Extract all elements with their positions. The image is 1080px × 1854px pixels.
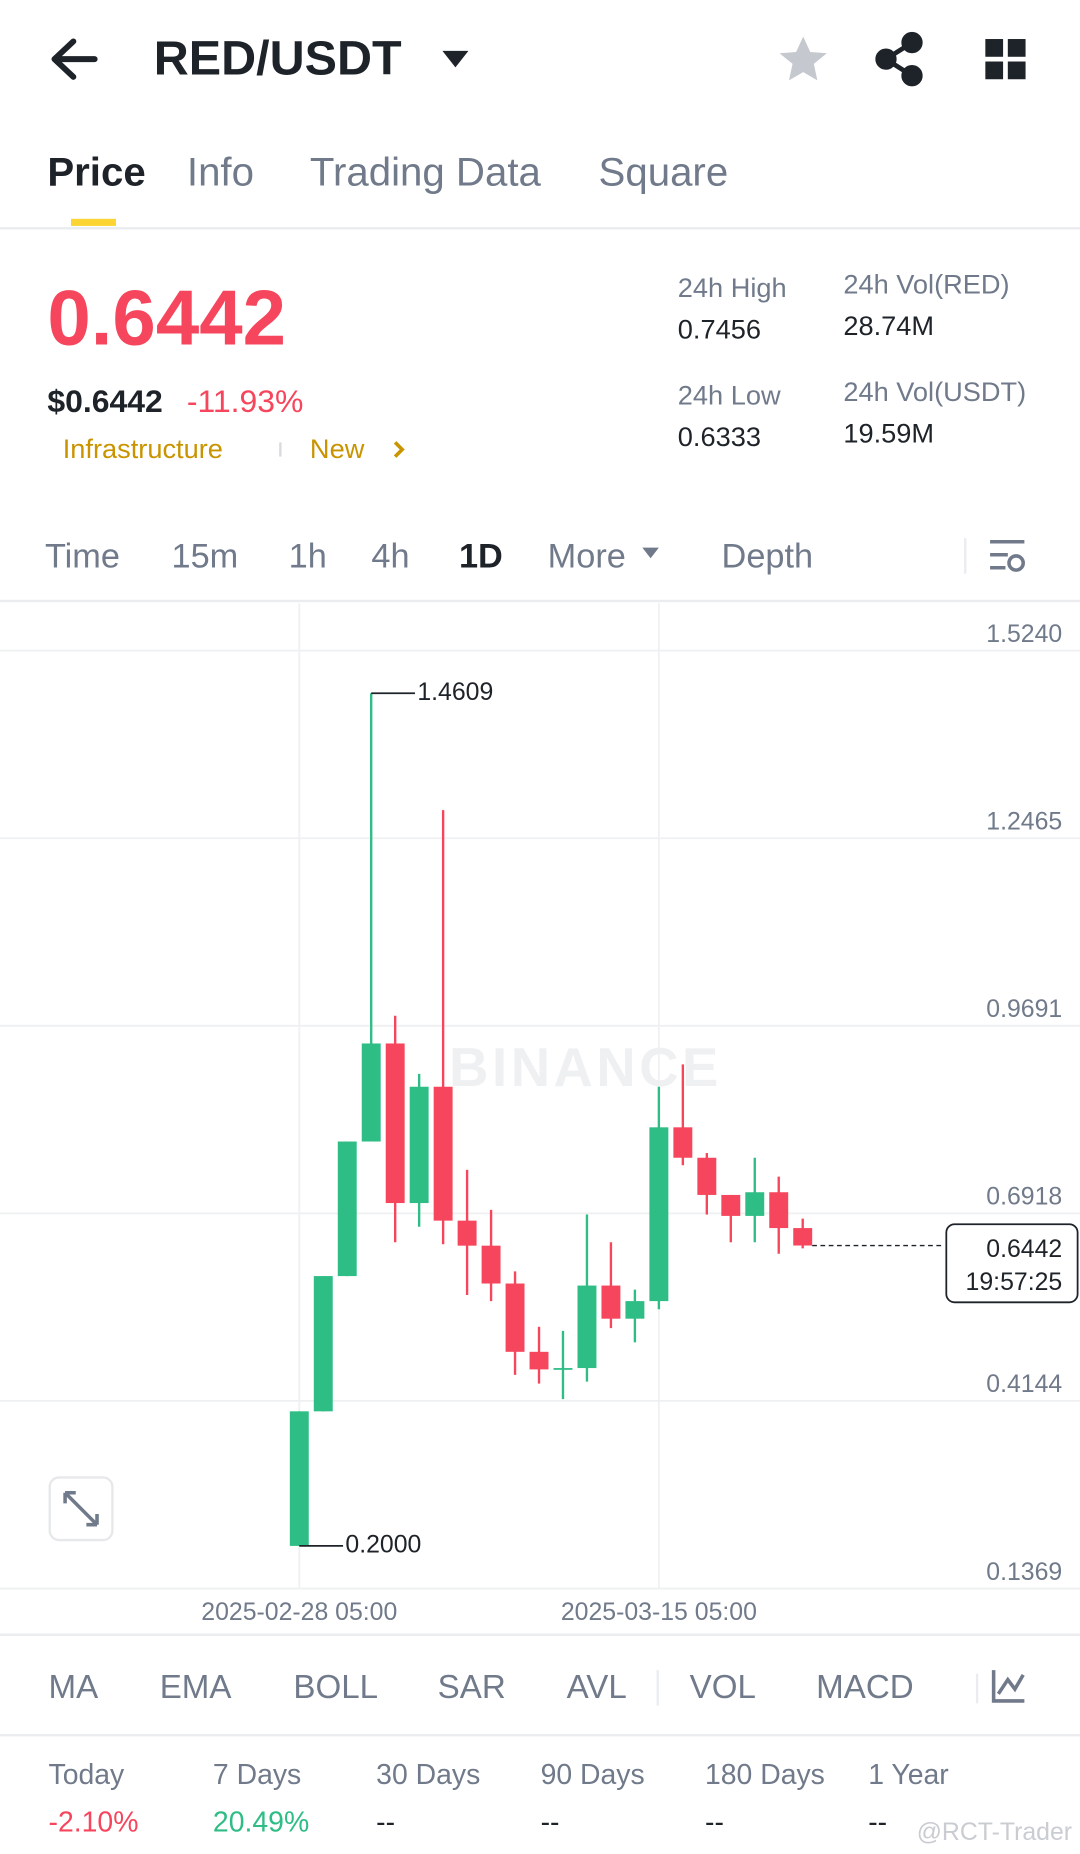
tab[interactable]: Square — [599, 150, 729, 195]
back-button[interactable] — [51, 38, 98, 80]
candle-body — [769, 1192, 789, 1229]
candle-body — [409, 1086, 429, 1204]
tag[interactable]: New — [310, 433, 365, 464]
tab[interactable]: Trading Data — [310, 150, 542, 195]
candle-body — [601, 1285, 621, 1319]
candle-body — [625, 1301, 645, 1319]
candle-body — [529, 1351, 549, 1370]
stat-value: 28.74M — [843, 310, 934, 341]
candle-body — [721, 1194, 741, 1216]
period-label: 1 Year — [868, 1759, 948, 1791]
pair-title: RED/USDT — [154, 31, 402, 85]
candle-body — [289, 1411, 309, 1546]
stat-value: 0.6333 — [678, 421, 761, 452]
candle-body — [337, 1141, 357, 1277]
annotation-label: 0.2000 — [345, 1531, 421, 1558]
interval[interactable]: 1h — [289, 537, 327, 575]
interval[interactable]: More — [548, 537, 626, 575]
indicator[interactable]: EMA — [160, 1669, 233, 1706]
interval[interactable]: 4h — [371, 537, 409, 575]
candle-body — [577, 1285, 597, 1369]
y-tick-label: 0.6918 — [986, 1184, 1062, 1211]
chart-settings[interactable] — [990, 539, 1025, 572]
x-tick-label: 2025-03-15 05:00 — [561, 1599, 757, 1626]
fullscreen-icon — [63, 1490, 99, 1527]
favorite-star[interactable] — [779, 36, 827, 81]
last-price-label: 0.6442 — [986, 1236, 1062, 1263]
period-change: -- — [376, 1806, 395, 1838]
candle-body — [793, 1228, 813, 1246]
candle-body — [313, 1276, 333, 1412]
tab-indicator — [70, 218, 116, 226]
period-change: -- — [868, 1806, 887, 1838]
interval[interactable]: 15m — [172, 537, 239, 575]
candle-body — [457, 1220, 477, 1246]
period-change: 20.49% — [213, 1806, 309, 1838]
y-tick-label: 1.5240 — [986, 621, 1062, 648]
candle-body — [385, 1043, 405, 1204]
more-dropdown[interactable] — [642, 547, 659, 559]
candle-body — [505, 1283, 525, 1352]
last-price: 0.6442 — [47, 274, 286, 362]
interval[interactable]: 1D — [459, 537, 503, 575]
period-change: -- — [705, 1806, 724, 1838]
period-change: -- — [541, 1806, 560, 1838]
candle-body — [553, 1368, 573, 1370]
stat-label: 24h Low — [678, 380, 781, 411]
countdown: 19:57:25 — [966, 1269, 1063, 1296]
indicator[interactable]: VOL — [690, 1669, 756, 1706]
share-button[interactable] — [875, 31, 923, 87]
stat-label: 24h High — [678, 272, 787, 303]
stat-value: 19.59M — [843, 417, 934, 448]
usd-price: $0.6442 — [47, 383, 162, 419]
y-tick-label: 0.4144 — [986, 1371, 1062, 1398]
interval[interactable]: Depth — [722, 537, 814, 575]
interval[interactable]: Time — [45, 537, 120, 575]
stat-label: 24h Vol(USDT) — [843, 376, 1026, 407]
indicator[interactable]: MA — [49, 1669, 100, 1706]
period-label: 30 Days — [376, 1759, 480, 1791]
tag[interactable]: Infrastructure — [63, 433, 223, 464]
grid-menu[interactable] — [985, 39, 1026, 80]
stat-label: 24h Vol(RED) — [843, 268, 1009, 299]
candle-body — [433, 1086, 453, 1221]
x-tick-label: 2025-02-28 05:00 — [201, 1599, 397, 1626]
period-label: Today — [49, 1759, 126, 1791]
candle-body — [745, 1192, 765, 1216]
stat-value: 0.7456 — [678, 313, 761, 344]
y-tick-label: 0.9691 — [986, 996, 1062, 1023]
candle-body — [481, 1245, 501, 1284]
candle-body — [697, 1157, 717, 1195]
candle-body — [361, 1043, 381, 1142]
annotation-label: 1.4609 — [417, 679, 493, 706]
period-label: 7 Days — [213, 1759, 301, 1791]
indicator-settings[interactable] — [991, 1670, 1025, 1703]
chart-watermark: BINANCE — [449, 1037, 722, 1098]
candle-body — [673, 1127, 693, 1158]
period-label: 90 Days — [541, 1759, 645, 1791]
period-change: -2.10% — [49, 1806, 139, 1838]
period-label: 180 Days — [705, 1759, 825, 1791]
indicator[interactable]: MACD — [816, 1669, 913, 1706]
indicator[interactable]: BOLL — [293, 1669, 378, 1706]
watermark: @RCT-Trader — [917, 1819, 1072, 1846]
y-tick-label: 1.2465 — [986, 808, 1062, 835]
price-change: -11.93% — [187, 383, 304, 419]
chevron — [393, 441, 405, 458]
candle-body — [649, 1127, 669, 1302]
indicator[interactable]: SAR — [438, 1669, 506, 1706]
tab[interactable]: Price — [47, 150, 145, 195]
pair-dropdown[interactable] — [442, 50, 469, 68]
last-price-box — [945, 1223, 1079, 1304]
tab[interactable]: Info — [187, 150, 254, 195]
indicator[interactable]: AVL — [567, 1669, 627, 1706]
y-tick-label: 0.1369 — [986, 1559, 1062, 1586]
